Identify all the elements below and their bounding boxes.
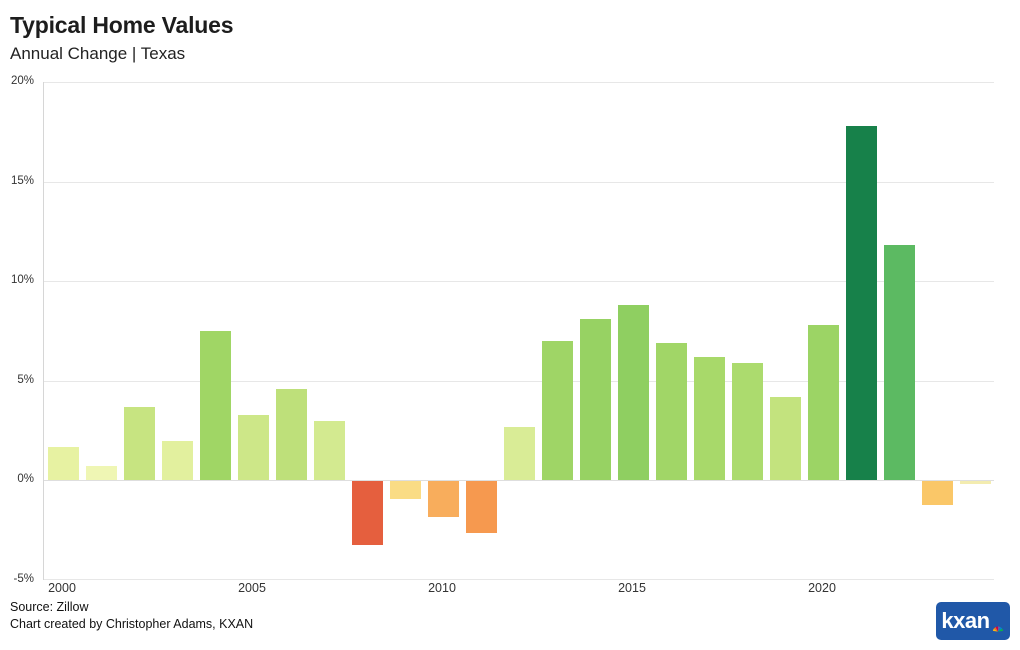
y-tick-label-5: 5% (17, 373, 34, 386)
kxan-logo-text: kxan (941, 608, 990, 633)
x-tick-label-2000: 2000 (48, 581, 76, 595)
bar-2012 (503, 426, 535, 481)
x-tick-label-2020: 2020 (808, 581, 836, 595)
bar-2002 (123, 406, 155, 481)
gridline-20 (44, 82, 994, 83)
gridline-15 (44, 181, 994, 183)
bar-2013 (541, 340, 573, 481)
bar-2015 (617, 305, 649, 481)
x-tick-label-2015: 2015 (618, 581, 646, 595)
bar-2005 (237, 414, 269, 481)
bar-2007 (313, 420, 345, 481)
y-tick-label-20: 20% (10, 75, 34, 87)
x-tick-label-2010: 2010 (428, 581, 456, 595)
y-axis: 20% 15% 10% 5% 0% -5% (0, 75, 37, 585)
bar-2020 (807, 325, 839, 481)
bar-2018 (731, 362, 763, 481)
y-tick-label--5: -5% (13, 573, 34, 585)
nbc-peacock-icon (992, 626, 1003, 632)
y-tick-label-0: 0% (17, 473, 34, 486)
bar-2023 (921, 481, 953, 506)
kxan-logo: kxan (936, 602, 1010, 640)
gridline-0 (44, 480, 994, 482)
bar-2001 (85, 466, 117, 481)
plot-area (43, 82, 994, 580)
bar-2014 (579, 319, 611, 481)
bar-2019 (769, 396, 801, 481)
bar-2011 (465, 481, 497, 534)
chart-title: Typical Home Values (10, 12, 234, 38)
bar-2017 (693, 356, 725, 481)
gridline-5 (44, 380, 994, 382)
bar-2010 (427, 481, 459, 518)
gridline-10 (44, 281, 994, 283)
bar-2009 (389, 481, 421, 500)
bar-2003 (161, 440, 193, 481)
bar-2006 (275, 388, 307, 481)
x-tick-label-2005: 2005 (238, 581, 266, 595)
bar-2022 (883, 245, 915, 481)
bar-2016 (655, 342, 687, 481)
y-tick-label-10: 10% (10, 274, 34, 287)
chart-subtitle: Annual Change | Texas (10, 44, 186, 63)
gridline--5 (44, 579, 994, 580)
bar-2008 (351, 481, 383, 546)
x-axis: 2000 2005 2010 2015 2020 (43, 581, 993, 599)
source-note: Source: Zillow (10, 600, 89, 614)
bar-2021 (845, 125, 877, 481)
y-tick-label-15: 15% (10, 174, 34, 187)
credit-note: Chart created by Christopher Adams, KXAN (10, 617, 254, 631)
bar-2024 (959, 481, 991, 485)
bar-2000 (47, 446, 79, 481)
bar-2004 (199, 331, 231, 481)
